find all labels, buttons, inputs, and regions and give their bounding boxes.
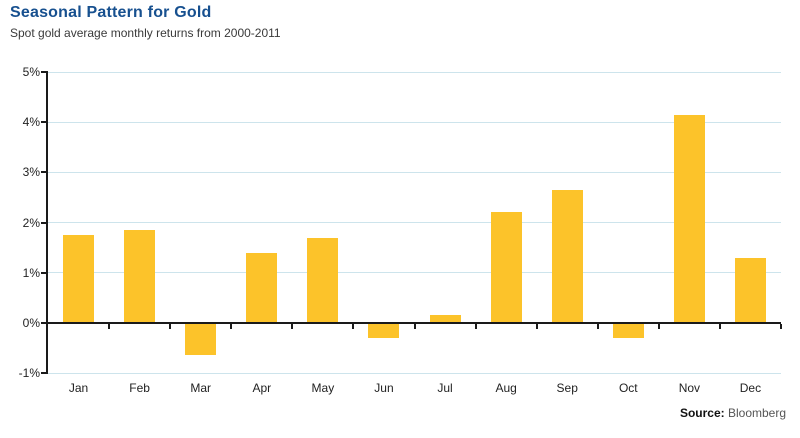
chart-title: Seasonal Pattern for Gold (10, 4, 212, 21)
y-axis-line (46, 71, 48, 374)
x-axis-tick (596, 323, 599, 329)
x-axis-tick (108, 323, 111, 329)
x-axis-tick (169, 323, 172, 329)
source-label: Source: (679, 406, 725, 420)
bar-nov (673, 114, 705, 323)
bar-feb (124, 230, 156, 323)
month-label-feb: Feb (129, 381, 150, 395)
source-attribution: Source: Bloomberg (680, 406, 786, 420)
x-axis-tick (230, 323, 233, 329)
x-axis-tick (780, 323, 782, 329)
y-axis-label-0%: 0% (22, 315, 40, 330)
month-label-dec: Dec (739, 381, 762, 395)
y-axis-tick (41, 321, 46, 324)
bar-jun (368, 322, 400, 338)
y-axis-label-5%: 5% (22, 65, 40, 79)
month-label-mar: Mar (190, 381, 212, 395)
month-label-aug: Aug (495, 381, 517, 395)
month-label-jan: Jan (68, 381, 89, 395)
bar-jul (429, 315, 461, 323)
bar-may (307, 237, 339, 323)
source-value: Bloomberg (727, 406, 786, 420)
month-label-nov: Nov (678, 381, 701, 395)
y-axis-tick (41, 271, 46, 274)
y-axis-label-4%: 4% (22, 115, 40, 130)
y-axis-label--1%: -1% (18, 366, 40, 380)
gridline-3% (48, 171, 781, 173)
gridline-4% (48, 121, 781, 123)
gridline-5% (48, 71, 781, 73)
bar-sep (551, 189, 583, 323)
y-axis-label-1%: 1% (22, 265, 40, 280)
x-axis-tick (413, 323, 416, 329)
y-axis-tick (41, 121, 46, 124)
x-axis-tick (352, 323, 355, 329)
x-axis-tick (291, 323, 294, 329)
zero-baseline (48, 321, 781, 324)
month-label-jun: Jun (374, 381, 394, 395)
y-axis-tick (41, 71, 46, 73)
y-axis-tick (41, 372, 46, 374)
bar-jan (63, 235, 95, 323)
x-axis-tick (657, 323, 660, 329)
bar-oct (612, 322, 644, 338)
x-axis-tick (718, 323, 721, 329)
y-axis-label-3%: 3% (22, 165, 40, 180)
y-axis-tick (41, 221, 46, 224)
month-label-oct: Oct (618, 381, 638, 395)
gridline--1% (48, 372, 781, 374)
bar-apr (246, 252, 278, 323)
chart-subtitle: Spot gold average monthly returns from 2… (10, 26, 281, 40)
y-axis-label-2%: 2% (22, 215, 40, 230)
bar-aug (490, 212, 522, 323)
gridline-1% (48, 272, 781, 274)
month-label-sep: Sep (556, 381, 578, 395)
gridline-2% (48, 222, 781, 223)
month-label-jul: Jul (437, 381, 453, 395)
bar-dec (734, 257, 766, 323)
bar-mar (185, 322, 217, 356)
month-label-may: May (311, 381, 335, 395)
y-axis-tick (41, 171, 46, 174)
month-label-apr: Apr (252, 381, 272, 395)
x-axis-tick (535, 323, 538, 329)
x-axis-tick (474, 323, 477, 329)
